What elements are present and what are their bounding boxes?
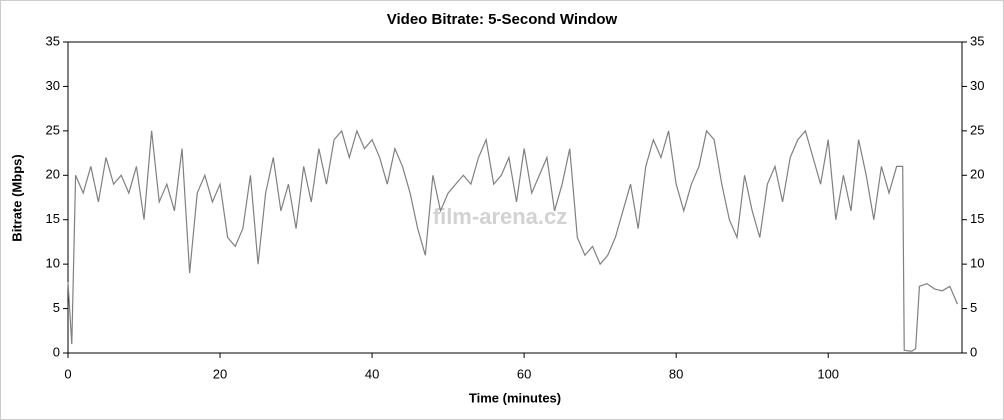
y2-tick-label: 15 bbox=[970, 211, 984, 226]
plot-frame bbox=[67, 41, 963, 354]
x-tick-label: 20 bbox=[213, 366, 227, 381]
y-axis-label: Bitrate (Mbps) bbox=[9, 154, 24, 241]
y2-tick-label: 0 bbox=[970, 344, 977, 359]
bitrate-line bbox=[67, 129, 958, 352]
y-tick-label: 25 bbox=[46, 122, 60, 137]
y-tick-label: 0 bbox=[53, 344, 60, 359]
chart-title: Video Bitrate: 5-Second Window bbox=[387, 11, 618, 28]
y-tick-label: 5 bbox=[53, 300, 60, 315]
y-tick-label: 15 bbox=[46, 211, 60, 226]
y2-tick-label: 20 bbox=[970, 167, 984, 182]
y2-tick-label: 30 bbox=[970, 78, 984, 93]
watermark: film-arena.cz bbox=[433, 204, 568, 229]
y2-tick-label: 5 bbox=[970, 300, 977, 315]
y2-tick-label: 25 bbox=[970, 122, 984, 137]
y-tick-label: 30 bbox=[46, 78, 60, 93]
x-axis-label: Time (minutes) bbox=[469, 390, 561, 405]
x-tick-label: 40 bbox=[365, 366, 379, 381]
x-tick-label: 100 bbox=[817, 366, 839, 381]
y-tick-label: 10 bbox=[46, 256, 60, 271]
x-tick-label: 0 bbox=[64, 366, 71, 381]
y-tick-label: 35 bbox=[46, 33, 60, 48]
y2-tick-label: 35 bbox=[970, 33, 984, 48]
x-tick-label: 60 bbox=[517, 366, 531, 381]
y-tick-label: 20 bbox=[46, 167, 60, 182]
x-tick-label: 80 bbox=[669, 366, 683, 381]
y2-tick-label: 10 bbox=[970, 256, 984, 271]
